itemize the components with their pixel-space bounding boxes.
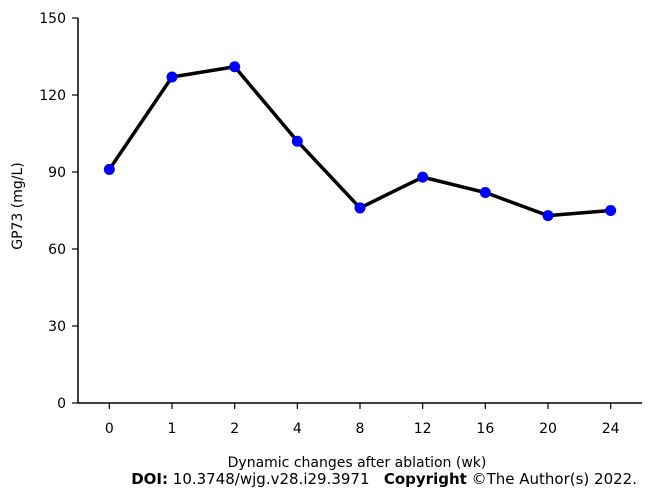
citation-footer: DOI: 10.3748/wjg.v28.i29.3971 Copyright … <box>0 470 653 488</box>
x-tick-label: 4 <box>293 421 302 437</box>
data-point <box>166 71 178 83</box>
y-axis-title: GP73 (mg/L) <box>10 162 26 250</box>
y-tick-label: 150 <box>39 11 66 27</box>
x-tick-label: 20 <box>539 421 557 437</box>
x-axis-title: Dynamic changes after ablation (wk) <box>228 455 487 470</box>
x-tick-label: 1 <box>168 421 177 437</box>
x-tick-label: 2 <box>230 421 239 437</box>
x-tick-label: 16 <box>476 421 494 437</box>
series <box>103 61 617 222</box>
y-tick-label: 30 <box>48 319 66 335</box>
doi-label: DOI: <box>131 470 168 488</box>
y-tick-label: 0 <box>57 396 66 412</box>
copyright-value: ©The Author(s) 2022. <box>471 470 637 488</box>
x-tick-label: 24 <box>602 421 620 437</box>
x-tick-label: 0 <box>105 421 114 437</box>
data-point <box>291 135 303 147</box>
data-point <box>605 205 617 216</box>
data-point <box>229 61 241 73</box>
y-tick-label: 60 <box>48 242 66 258</box>
data-point <box>354 202 366 214</box>
series-line <box>107 65 611 218</box>
x-ticks: 0 1 2 4 8 12 16 20 24 <box>105 403 620 437</box>
doi-value: 10.3748/wjg.v28.i29.3971 <box>172 470 370 488</box>
y-ticks: 0 30 60 90 120 150 <box>39 11 78 412</box>
x-tick-label: 12 <box>414 421 432 437</box>
x-tick-label: 8 <box>356 421 365 437</box>
data-point <box>417 171 429 183</box>
data-point <box>479 187 491 199</box>
copyright-label: Copyright <box>383 470 467 488</box>
y-tick-label: 120 <box>39 88 66 104</box>
y-tick-label: 90 <box>48 165 66 181</box>
data-point <box>103 163 115 175</box>
data-point <box>542 210 554 222</box>
